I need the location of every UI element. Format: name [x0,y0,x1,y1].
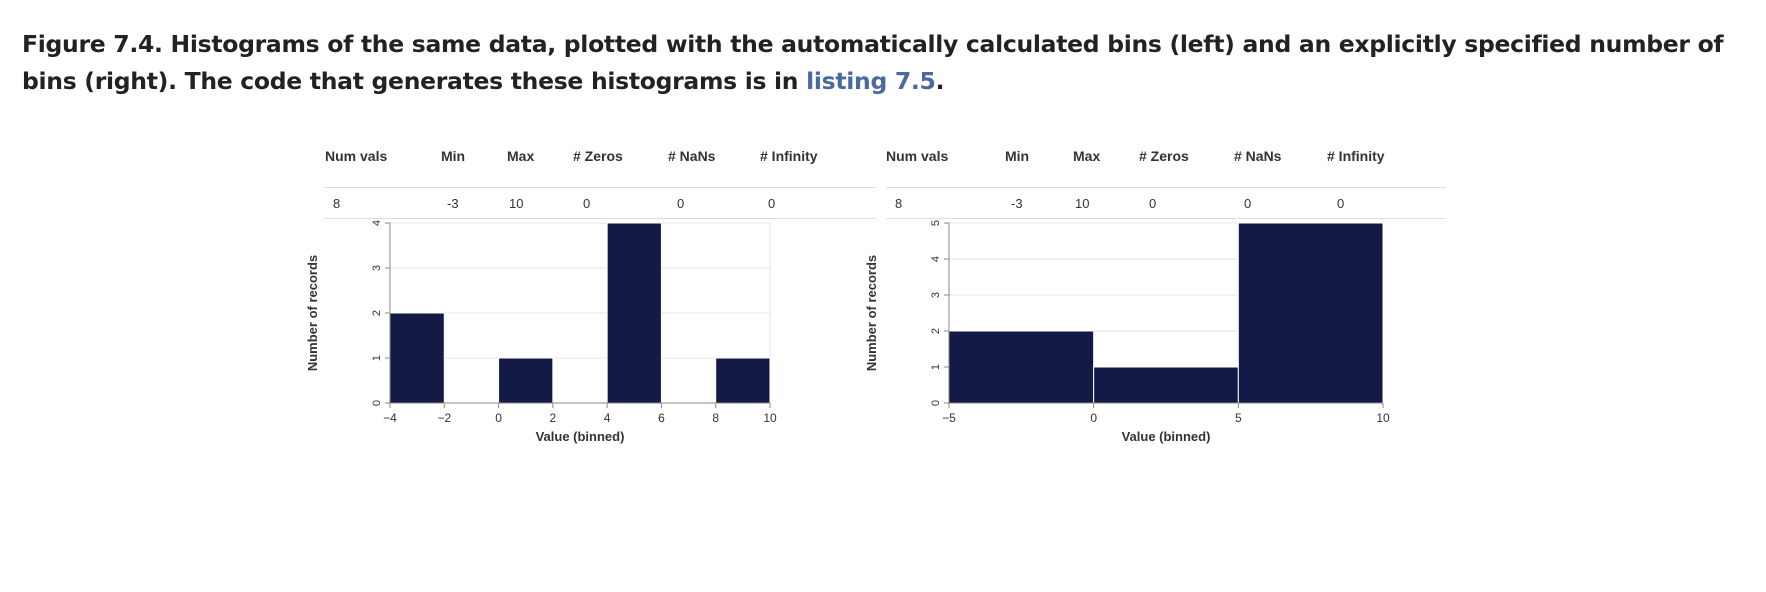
histogram-bar [948,330,1095,404]
stats-header-infinity: # Infinity [1327,148,1385,164]
stats-header-nans: # NaNs [1234,148,1282,164]
y-axis-title: Number of records [305,255,320,371]
x-tick-label: 4 [604,411,611,425]
x-tick-label: 2 [550,411,557,425]
histogram-chart-auto-bins: 0 1 2 3 4 −4 −2 0 2 4 6 8 10 Value (binned) Number of … [305,220,777,444]
y-tick-label: 2 [930,328,942,334]
x-tick-label: −5 [942,411,956,425]
y-tick-label: 4 [371,220,383,226]
y-tick-label: 0 [930,400,942,406]
stats-header-max: Max [507,148,535,164]
stats-value-nans: 0 [1244,196,1252,211]
x-tick-label: 0 [495,411,502,425]
stats-divider [886,187,1446,188]
x-tick-label: 8 [712,411,719,425]
stats-divider [886,218,1446,219]
stats-value-max: 10 [509,196,524,211]
stats-header-min: Min [1005,148,1030,164]
y-tick-label: 1 [371,355,383,361]
stats-header-min: Min [441,148,466,164]
y-tick-label: 3 [371,265,383,271]
x-tick-label: −2 [437,411,451,425]
stats-header-max: Max [1073,148,1101,164]
histogram-bar [1093,366,1239,404]
x-tick-label: 10 [763,411,777,425]
histogram-bar [606,222,662,404]
stats-header-zeros: # Zeros [1139,148,1189,164]
y-tick-label: 4 [930,256,942,262]
x-tick-label: −4 [383,411,397,425]
stats-header-zeros: # Zeros [573,148,623,164]
x-tick-label: 6 [658,411,665,425]
stats-table-left: Num vals Min Max # Zeros # NaNs # Infini… [325,130,875,222]
stats-value-nans: 0 [677,196,685,211]
x-axis-title: Value (binned) [536,429,625,444]
x-tick-label: 5 [1235,411,1242,425]
histogram-bar [498,357,554,404]
stats-value-zeros: 0 [583,196,591,211]
histogram-bar [1237,222,1384,404]
listing-link[interactable]: listing 7.5 [806,67,936,95]
x-axis-title: Value (binned) [1122,429,1211,444]
stats-value-max: 10 [1075,196,1090,211]
stats-value-infinity: 0 [1337,196,1345,211]
histogram-bar [389,312,445,404]
x-tick-label: 0 [1090,411,1097,425]
stats-value-zeros: 0 [1149,196,1157,211]
stats-divider [325,218,875,219]
y-tick-label: 5 [930,220,942,226]
stats-table-right: Num vals Min Max # Zeros # NaNs # Infini… [886,130,1446,222]
stats-header-num-vals: Num vals [886,148,949,164]
stats-header-num-vals: Num vals [325,148,388,164]
figure-caption: Figure 7.4. Histograms of the same data,… [22,26,1742,100]
stats-header-nans: # NaNs [668,148,716,164]
stats-header-infinity: # Infinity [760,148,818,164]
y-tick-label: 2 [371,310,383,316]
y-tick-label: 3 [930,292,942,298]
stats-value-min: -3 [1011,196,1023,211]
stats-value-min: -3 [447,196,459,211]
y-tick-label: 1 [930,364,942,370]
histogram-bar [715,357,771,404]
y-tick-label: 0 [371,400,383,406]
caption-end: . [935,67,945,95]
y-axis-title: Number of records [864,255,879,371]
x-tick-label: 10 [1376,411,1390,425]
stats-value-num-vals: 8 [895,196,903,211]
stats-value-infinity: 0 [768,196,776,211]
stats-value-num-vals: 8 [333,196,341,211]
stats-divider [325,187,875,188]
caption-text: Figure 7.4. Histograms of the same data,… [22,30,1724,95]
